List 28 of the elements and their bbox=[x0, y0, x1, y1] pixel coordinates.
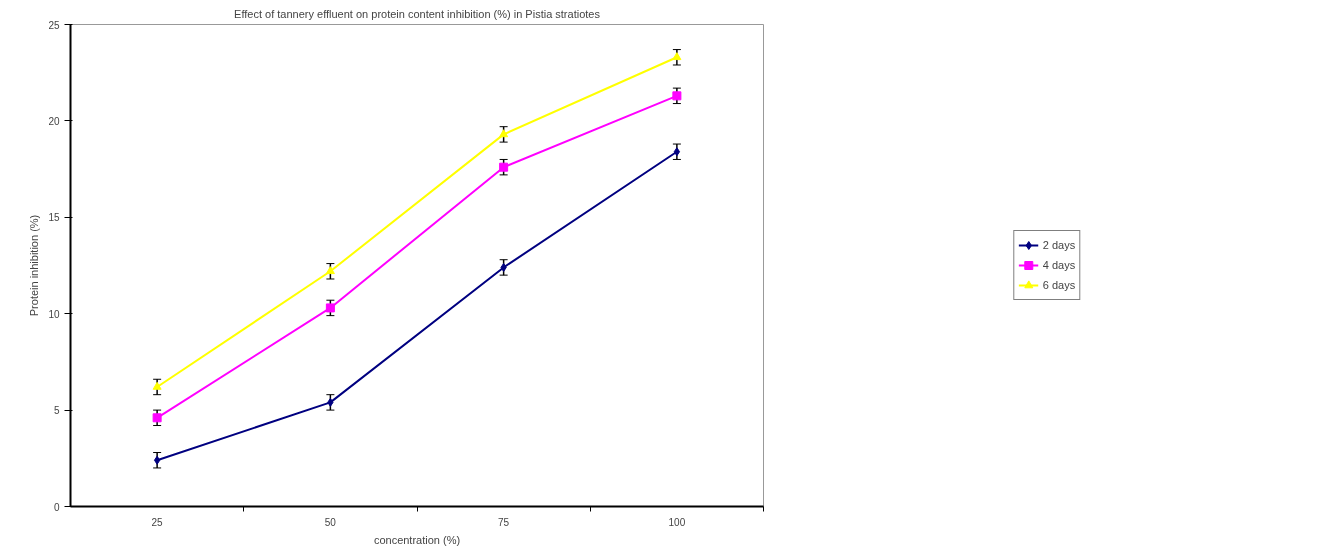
y-tick-label: 20 bbox=[48, 115, 60, 127]
legend-label: 6 days bbox=[1042, 279, 1076, 291]
point bbox=[152, 413, 162, 423]
legend-label: 4 days bbox=[1042, 259, 1076, 271]
point bbox=[499, 129, 509, 138]
point bbox=[672, 52, 682, 61]
point bbox=[152, 381, 162, 390]
x-tick-label: 25 bbox=[151, 516, 164, 528]
y-tick-label: 10 bbox=[48, 308, 60, 320]
point bbox=[499, 162, 509, 172]
point bbox=[673, 147, 681, 157]
y-axis-title: Protein inhibition (%) bbox=[28, 214, 41, 317]
x-tick-label: 100 bbox=[668, 516, 686, 528]
y-tick-label: 15 bbox=[48, 212, 60, 224]
y-tick-label: 5 bbox=[53, 405, 60, 417]
point bbox=[500, 262, 507, 272]
point bbox=[327, 397, 334, 407]
x-tick-label: 50 bbox=[324, 516, 337, 528]
x-axis-title: concentration (%) bbox=[373, 533, 461, 546]
y-tick-label: 25 bbox=[48, 19, 60, 31]
chart-title: Effect of tannery effluent on protein content inhibition (%) in Pistia stratiotes bbox=[234, 7, 601, 20]
point bbox=[325, 303, 335, 313]
y-tick-label: 0 bbox=[53, 501, 60, 513]
point bbox=[325, 266, 335, 275]
point bbox=[672, 91, 682, 101]
legend-label: 2 days bbox=[1042, 239, 1076, 251]
point bbox=[153, 455, 161, 465]
x-tick-label: 75 bbox=[498, 516, 510, 528]
